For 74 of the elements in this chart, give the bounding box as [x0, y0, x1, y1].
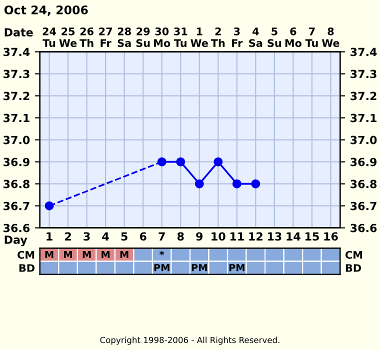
x2-axis-title: Date — [4, 28, 33, 36]
y2-tick-label: 37.0 — [350, 136, 377, 144]
text: PM — [229, 264, 244, 272]
x-tick-label: 13 — [268, 232, 282, 241]
x-tick-label: 7 — [158, 232, 165, 240]
text: M — [102, 250, 110, 258]
y-tick-label: 37.1 — [4, 114, 30, 122]
x-tick-label: 16 — [324, 232, 338, 241]
y-tick-label: 37.0 — [4, 136, 30, 144]
x2-tick-label: 8 We — [322, 27, 340, 48]
text: M — [64, 250, 72, 258]
point — [44, 201, 54, 210]
point — [157, 157, 166, 166]
text: M — [82, 250, 91, 258]
chart-title: Oct 24, 2006 — [4, 5, 88, 16]
x-tick-label: 2 — [65, 232, 71, 240]
x2-tick-label: 6 Mo — [285, 27, 302, 48]
x2-tick-label: 24 Tu — [42, 27, 56, 48]
point — [214, 157, 223, 166]
category-label: CM — [18, 250, 34, 259]
y-tick-label: 37.2 — [4, 92, 30, 100]
x2-tick-label: 28 Sa — [118, 27, 131, 48]
y-tick-label: 37.4 — [4, 48, 30, 56]
x2-tick-label: 3 Fr — [232, 27, 243, 47]
x-tick-label: 6 — [140, 232, 146, 241]
category-label: CM — [345, 250, 362, 259]
y-tick-label: 36.7 — [4, 202, 30, 210]
point — [176, 157, 186, 166]
y-tick-label: 36.6 — [4, 224, 30, 232]
x2-tick-label: 26 Th — [80, 27, 94, 47]
x-tick-label: 5 — [121, 232, 128, 241]
x2-tick-label: 2 Th — [210, 27, 225, 47]
x2-tick-label: 30 Mo — [154, 27, 170, 48]
point — [194, 179, 204, 188]
x2-tick-label: 5 Su — [268, 28, 282, 48]
y-tick-label: 36.9 — [4, 158, 30, 166]
y2-tick-label: 37.2 — [350, 92, 376, 100]
text: PM — [192, 264, 207, 272]
x-tick-label: 10 — [212, 232, 226, 241]
y-tick-label: 36.8 — [4, 180, 30, 188]
text: M — [120, 250, 128, 258]
y2-tick-label: 36.6 — [350, 224, 377, 232]
text: Copyright 1998-2006 - All Rights Reserved. — [100, 336, 280, 345]
x-tick-label: 9 — [196, 232, 203, 241]
x2-tick-label: 29 Su — [136, 27, 150, 48]
category-label: BD — [19, 264, 34, 272]
x-axis-title: Day — [4, 236, 28, 246]
x2-tick-label: 4 Sa — [249, 28, 262, 48]
y2-tick-label: 36.7 — [350, 202, 376, 210]
text: * — [160, 250, 164, 256]
x-tick-label: 14 — [286, 232, 300, 240]
y2-tick-label: 36.9 — [350, 158, 377, 166]
point — [251, 179, 260, 188]
x2-tick-label: 7 Tu — [305, 28, 318, 48]
y2-tick-label: 37.3 — [350, 70, 376, 78]
y2-tick-label: 37.4 — [350, 48, 377, 56]
x-tick-label: 12 — [249, 232, 262, 240]
x2-tick-label: 27 Fr — [99, 27, 112, 47]
x-tick-label: 4 — [102, 232, 109, 240]
text: M — [45, 250, 54, 258]
text: PM — [154, 264, 170, 272]
x-tick-label: 1 — [46, 232, 52, 240]
x-tick-label: 15 — [305, 232, 319, 241]
category-label: BD — [346, 264, 362, 272]
x2-tick-label: 31 Tu — [174, 27, 188, 48]
y2-tick-label: 36.8 — [350, 180, 377, 188]
y2-tick-label: 37.1 — [350, 114, 376, 122]
x-tick-label: 3 — [84, 232, 90, 241]
x2-tick-label: 25 We — [59, 27, 77, 48]
point — [232, 179, 242, 188]
y-tick-label: 37.3 — [4, 70, 30, 78]
x-tick-label: 8 — [177, 232, 184, 241]
x2-tick-label: 1 We — [190, 28, 208, 48]
x-tick-label: 11 — [230, 232, 244, 240]
